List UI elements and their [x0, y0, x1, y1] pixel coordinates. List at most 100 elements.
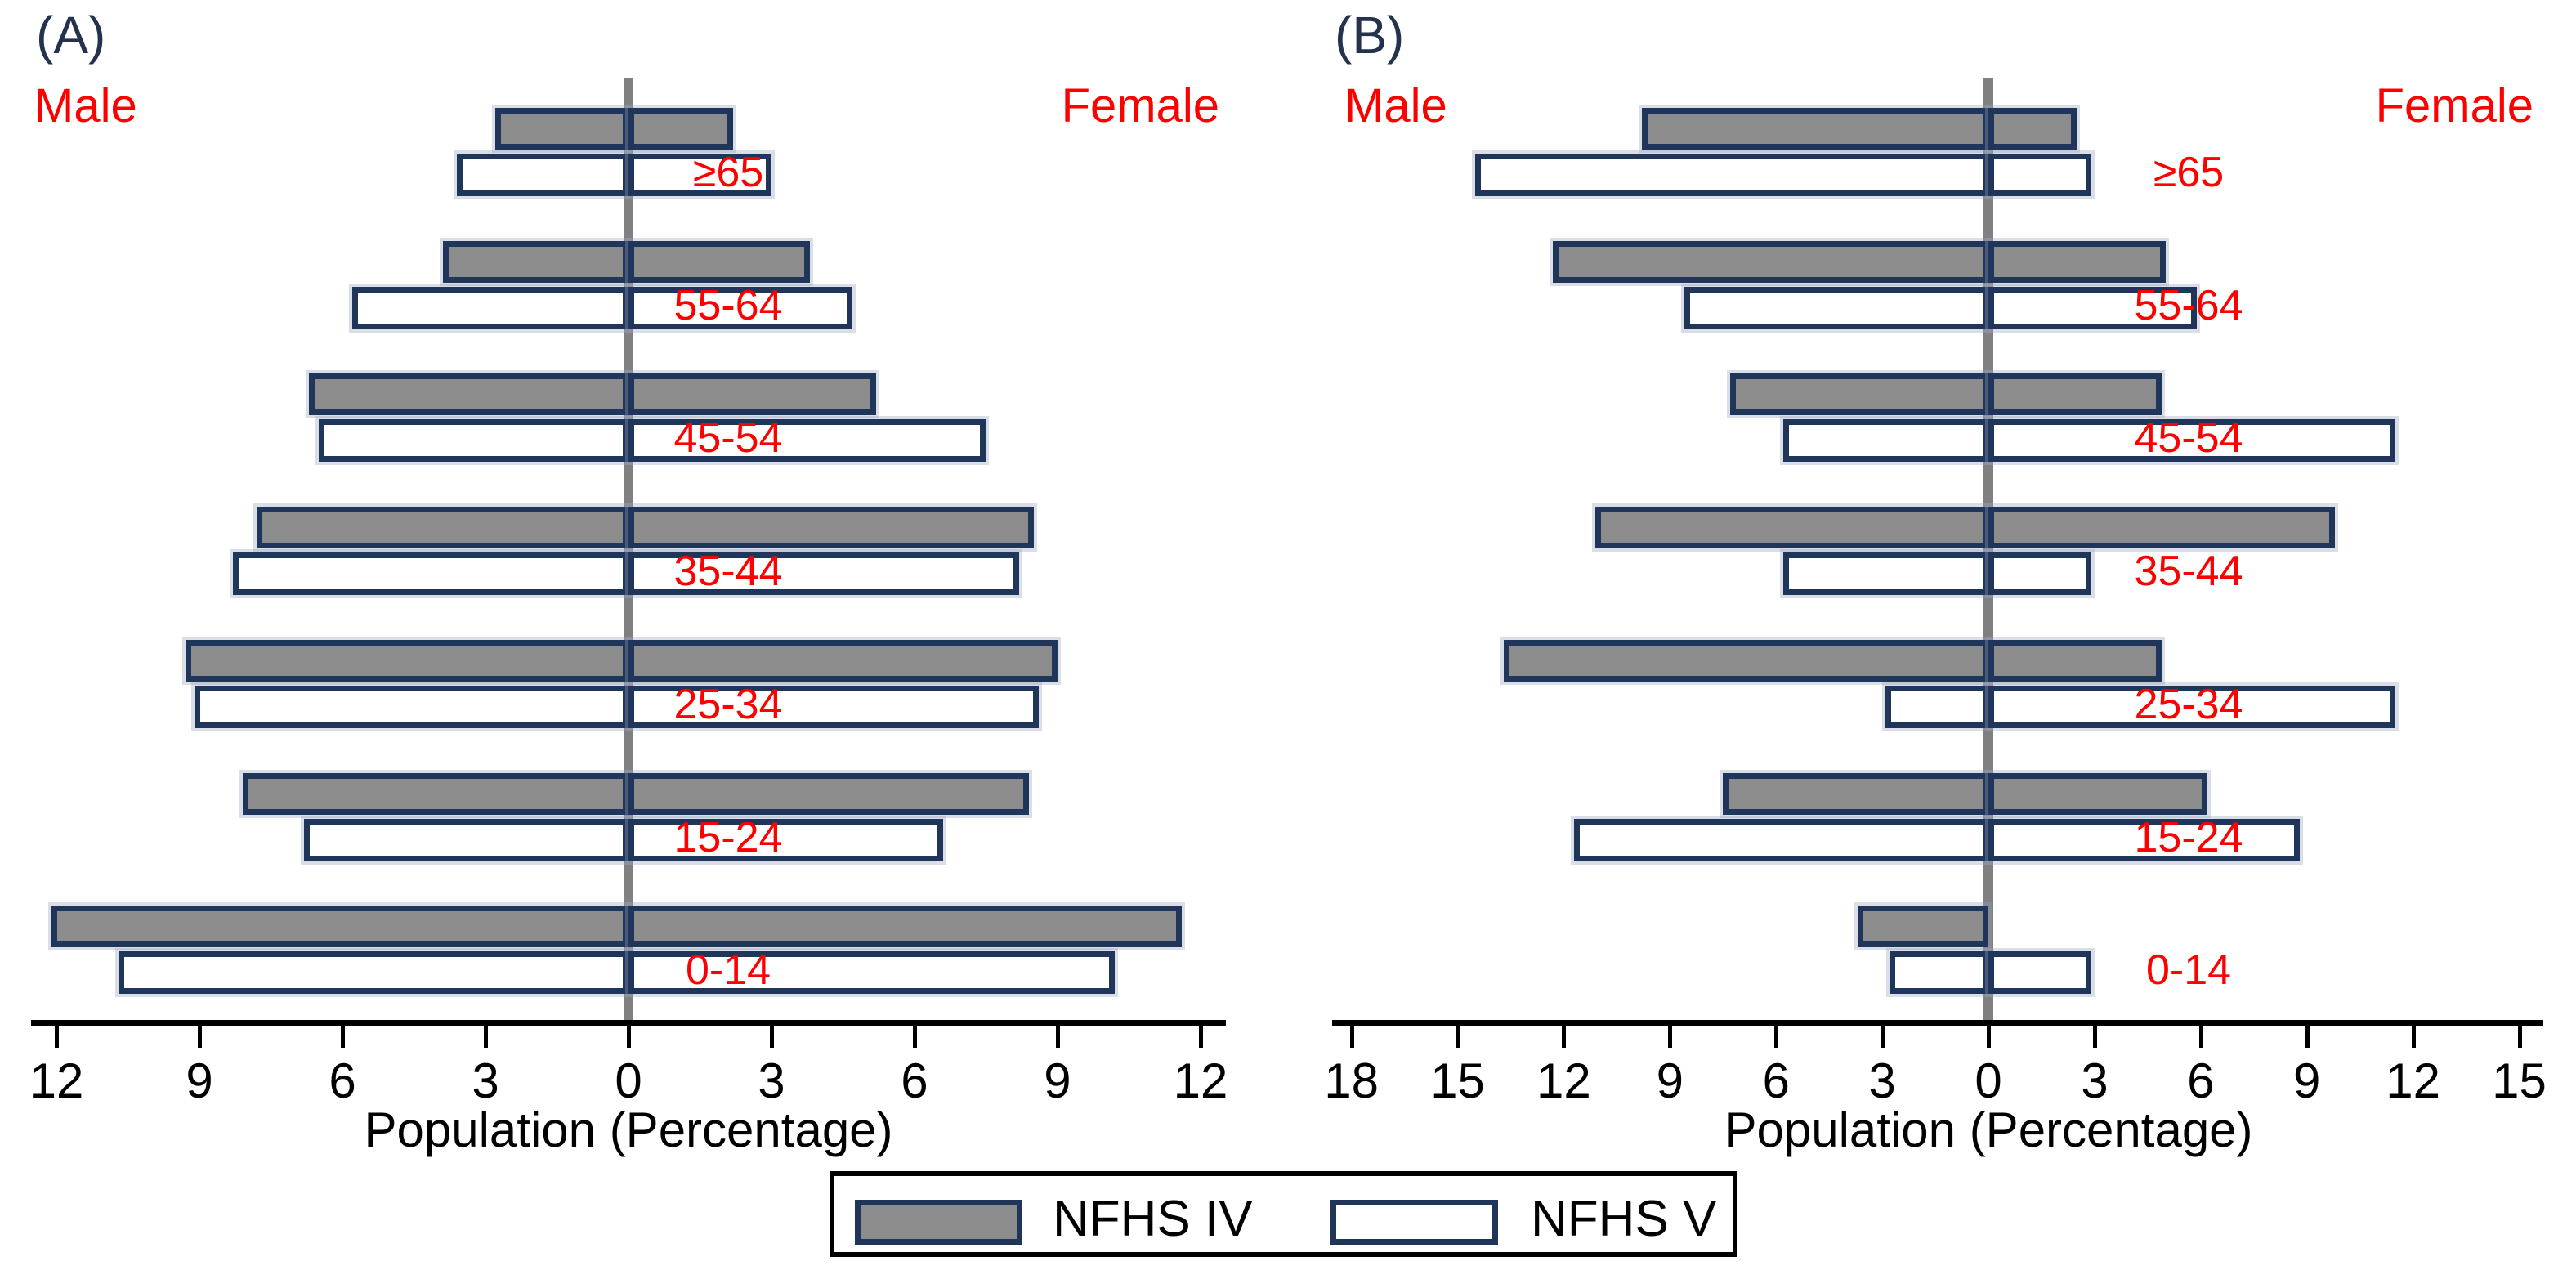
pyramid-bar-female-nfhs-iv [1988, 108, 2077, 150]
age-group-label: 35-44 [673, 548, 783, 596]
age-group-label: 0-14 [2145, 946, 2232, 995]
tick-mark [1562, 1026, 1567, 1048]
pyramid-bar-female-nfhs-v [1988, 951, 2091, 995]
tick-mark [2517, 1026, 2522, 1048]
age-group-label: 25-34 [2134, 680, 2243, 728]
pyramid-bar-female-nfhs-v [628, 951, 1115, 995]
tick-mark [198, 1026, 203, 1048]
tick-label: 3 [1868, 1053, 1896, 1108]
tick-label: 3 [758, 1053, 785, 1108]
pyramid-bar-female-nfhs-iv [628, 373, 877, 416]
pyramid-bar-male-nfhs-v [318, 419, 628, 463]
pyramid-bar-male-nfhs-iv [494, 108, 628, 150]
age-group-label: 35-44 [2134, 548, 2243, 596]
pyramid-bar-male-nfhs-iv [1595, 507, 1988, 549]
pyramid-bar-female-nfhs-v [628, 286, 853, 329]
tick-label: 18 [1324, 1053, 1379, 1108]
tick-mark [912, 1026, 917, 1048]
pyramid-bar-male-nfhs-v [1885, 685, 1988, 728]
tick-mark [484, 1026, 488, 1048]
pyramid-bar-female-nfhs-v [628, 552, 1020, 596]
pyramid-bar-male-nfhs-iv [1503, 639, 1988, 682]
tick-label: 9 [1044, 1053, 1071, 1108]
tick-mark [2198, 1026, 2203, 1048]
age-group-label: ≥65 [692, 149, 764, 196]
legend-label-nfhs5: NFHS V [1531, 1191, 1717, 1247]
pyramid-bar-male-nfhs-v [1889, 951, 1988, 995]
pyramid-bar-female-nfhs-v [628, 419, 986, 463]
pyramid-bar-female-nfhs-v [1988, 818, 2301, 861]
pyramid-bar-male-nfhs-iv [1857, 906, 1988, 948]
tick-mark [1668, 1026, 1673, 1048]
tick-mark [1987, 1026, 1991, 1048]
tick-label: 6 [329, 1053, 356, 1108]
pyramid-bar-male-nfhs-iv [1723, 772, 1988, 815]
tick-mark [769, 1026, 774, 1048]
tick-label: 9 [186, 1053, 213, 1108]
legend-label-nfhs4: NFHS IV [1053, 1191, 1253, 1247]
panel-b-axis-title: Population (Percentage) [1724, 1102, 2253, 1157]
pyramid-bar-male-nfhs-iv [309, 373, 628, 416]
pyramid-bar-male-nfhs-iv [242, 772, 628, 815]
pyramid-bar-female-nfhs-v [628, 154, 771, 196]
tick-label: 9 [2293, 1053, 2321, 1108]
tick-mark [1349, 1026, 1354, 1048]
pyramid-bar-female-nfhs-iv [628, 639, 1058, 682]
pyramid-bar-male-nfhs-iv [257, 507, 628, 549]
pyramid-bar-female-nfhs-v [1988, 552, 2091, 596]
tick-label: 12 [1536, 1053, 1591, 1108]
pyramid-bar-male-nfhs-iv [51, 906, 628, 948]
tick-label: 12 [2386, 1053, 2440, 1108]
age-group-label: ≥65 [2153, 149, 2225, 196]
axis-baseline [1332, 1020, 2543, 1026]
pyramid-bar-male-nfhs-v [351, 286, 628, 329]
tick-label: 15 [2492, 1053, 2547, 1108]
pyramid-bar-male-nfhs-v [1782, 552, 1988, 596]
tick-label: 6 [1762, 1053, 1790, 1108]
legend-swatch-nfhs5 [1330, 1200, 1498, 1245]
pyramid-bar-male-nfhs-v [1684, 286, 1988, 329]
tick-mark [341, 1026, 346, 1048]
panel-a-axis-title: Population (Percentage) [364, 1102, 893, 1157]
age-group-label: 55-64 [2134, 281, 2243, 329]
tick-label: 9 [1656, 1053, 1684, 1108]
panel-b-male-header: Male [1344, 79, 1447, 132]
age-group-label: 45-54 [2134, 414, 2243, 463]
pyramid-bar-female-nfhs-v [1988, 154, 2091, 196]
pyramid-bar-male-nfhs-v [195, 685, 628, 728]
tick-mark [627, 1026, 631, 1048]
age-group-label: 25-34 [673, 680, 783, 728]
pyramid-bar-female-nfhs-iv [1988, 373, 2162, 416]
panel-a-letter: (A) [36, 6, 106, 65]
pyramid-bar-male-nfhs-iv [1641, 108, 1988, 150]
tick-mark [1881, 1026, 1885, 1048]
tick-label: 12 [29, 1053, 84, 1108]
tick-mark [1456, 1026, 1460, 1048]
age-group-label: 15-24 [673, 813, 783, 861]
pyramid-bar-male-nfhs-iv [442, 240, 628, 283]
pyramid-bar-female-nfhs-iv [1988, 639, 2162, 682]
pyramid-bar-female-nfhs-iv [628, 240, 810, 283]
tick-mark [2411, 1026, 2416, 1048]
pyramid-bar-female-nfhs-iv [628, 108, 734, 150]
pyramid-bar-male-nfhs-v [304, 818, 628, 861]
pyramid-bar-male-nfhs-v [457, 154, 628, 196]
tick-label: 0 [1974, 1053, 2002, 1108]
tick-mark [1774, 1026, 1779, 1048]
panel-b-female-header: Female [2375, 79, 2534, 132]
pyramid-bar-male-nfhs-iv [1553, 240, 1988, 283]
panel-a-female-header: Female [1061, 79, 1219, 132]
pyramid-bar-female-nfhs-v [1988, 286, 2198, 329]
tick-mark [1198, 1026, 1203, 1048]
pyramid-bar-female-nfhs-v [628, 685, 1039, 728]
center-axis-line [1983, 78, 1993, 1025]
pyramid-bar-female-nfhs-iv [1988, 772, 2208, 815]
pyramid-bar-female-nfhs-iv [1988, 240, 2166, 283]
center-axis-line [624, 78, 633, 1025]
tick-mark [1055, 1026, 1060, 1048]
legend-swatch-nfhs4 [855, 1200, 1022, 1245]
pyramid-bar-female-nfhs-v [1988, 419, 2395, 463]
pyramid-bar-female-nfhs-v [1988, 685, 2395, 728]
pyramid-bar-male-nfhs-iv [1729, 373, 1988, 416]
